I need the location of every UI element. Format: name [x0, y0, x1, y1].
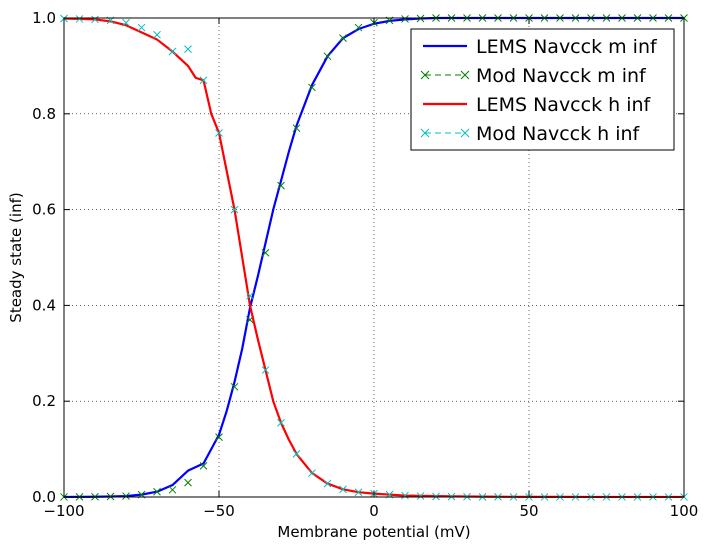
data-point: [292, 124, 301, 133]
legend-marker: [460, 128, 470, 138]
data-point: [323, 479, 332, 488]
legend-label: Mod Navcck h inf: [476, 123, 641, 145]
x-tick-label: −100: [43, 502, 84, 520]
tick-labels: −100 −50 0 50 100 0.0 0.2 0.4 0.6 0.8 1.0: [32, 9, 698, 520]
y-tick-label: 0.8: [32, 105, 56, 123]
data-point: [75, 15, 84, 23]
data-point: [401, 491, 409, 500]
data-point: [184, 45, 192, 53]
data-point: [277, 181, 285, 190]
x-axis-label: Membrane potential (mV): [277, 523, 470, 541]
data-point: [199, 462, 208, 470]
data-point: [354, 488, 363, 497]
x-tick-label: −50: [203, 502, 235, 520]
legend-label: Mod Navcck m inf: [476, 65, 647, 87]
data-point: [122, 492, 130, 500]
data-point: [215, 129, 223, 137]
legend-marker: [420, 70, 430, 80]
y-tick-label: 0.6: [32, 201, 56, 219]
data-point: [308, 469, 316, 477]
data-point: [168, 485, 177, 494]
legend-marker: [460, 70, 470, 80]
data-point: [184, 478, 192, 487]
y-tick-label: 1.0: [32, 9, 56, 27]
data-point: [261, 366, 270, 374]
data-point: [122, 18, 130, 27]
data-point: [137, 23, 146, 32]
legend-marker: [420, 128, 430, 138]
legend-item: Mod Navcck m inf: [420, 65, 647, 87]
data-point: [354, 23, 363, 32]
legend-item: LEMS Navcck m inf: [423, 36, 658, 58]
data-point: [323, 52, 332, 61]
x-tick-label: 100: [670, 502, 699, 520]
data-point: [246, 291, 254, 300]
data-point: [416, 492, 425, 500]
y-tick-label: 0.4: [32, 296, 56, 314]
y-axis-label: Steady state (inf): [7, 192, 25, 322]
data-point: [401, 15, 409, 23]
data-point: [230, 382, 239, 391]
legend-box: [410, 28, 675, 151]
y-tick-label: 0.0: [32, 488, 56, 506]
series-1: [60, 14, 688, 501]
x-tick-label: 50: [519, 502, 538, 520]
data-point: [230, 205, 239, 214]
data-point: [199, 76, 208, 85]
data-point: [91, 15, 99, 24]
legend-item: Mod Navcck h inf: [420, 123, 641, 145]
data-point: [277, 418, 285, 427]
data-point: [261, 248, 270, 257]
y-tick-label: 0.2: [32, 392, 56, 410]
data-point: [292, 450, 301, 458]
data-point: [339, 34, 347, 42]
legend-item: LEMS Navcck h inf: [423, 94, 652, 116]
data-point: [308, 83, 316, 92]
ticks: [63, 17, 685, 498]
x-tick-label: 0: [369, 502, 379, 520]
data-point: [168, 47, 177, 56]
legend-label: LEMS Navcck h inf: [476, 94, 652, 116]
legend: LEMS Navcck m inf Mod Navcck m inf LEMS Na…: [410, 28, 675, 151]
data-point: [153, 30, 161, 39]
data-point: [215, 433, 223, 441]
legend-label: LEMS Navcck m inf: [476, 36, 658, 58]
data-point: [153, 487, 161, 496]
data-point: [339, 485, 347, 494]
